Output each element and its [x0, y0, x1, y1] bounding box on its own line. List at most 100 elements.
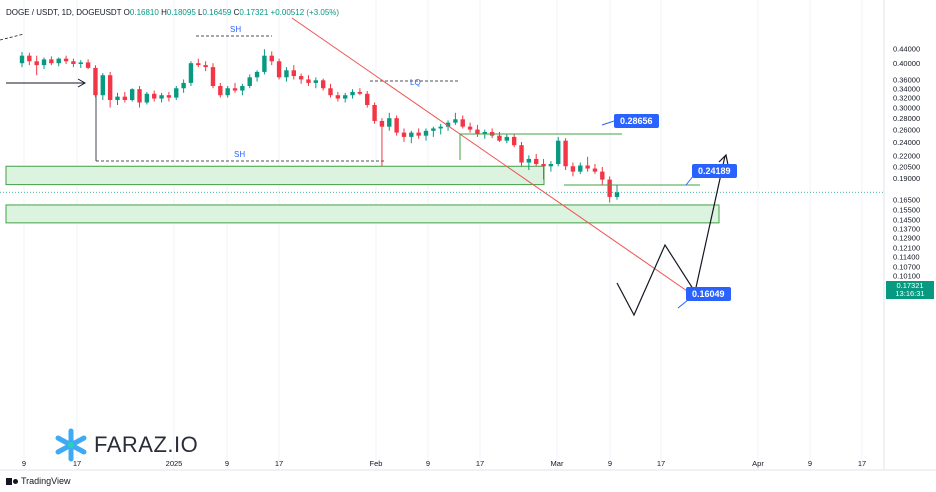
price-tick-label: 0.15500 [893, 205, 920, 214]
candle-body [416, 132, 421, 136]
candle-body [585, 165, 590, 169]
candle-body [298, 76, 304, 80]
time-tick-label: 9 [225, 459, 229, 468]
candle-body [556, 140, 561, 165]
time-tick-label: Feb [370, 459, 383, 468]
candle-body [85, 62, 91, 68]
candle-body [276, 61, 282, 78]
time-tick-label: 17 [275, 459, 283, 468]
left-dash-stub [0, 33, 25, 41]
symbol-legend: DOGE / USDT, 1D, DOGEUSDT O0.16810 H0.18… [6, 8, 339, 17]
price-tick-label: 0.11400 [893, 253, 920, 262]
candle-body [49, 59, 54, 64]
candle-body [365, 93, 370, 105]
price-tick-label: 0.40000 [893, 59, 920, 68]
candle-body [401, 132, 407, 137]
candle-body [41, 59, 47, 66]
price-tick-label: 0.16500 [893, 196, 920, 205]
candle-body [291, 70, 296, 77]
candle-body [247, 77, 252, 86]
symbol-title[interactable]: DOGE / USDT, 1D, DOGEUSDT [6, 8, 122, 17]
time-tick-label: 9 [808, 459, 812, 468]
candle-body [445, 122, 451, 127]
candle-body [343, 95, 348, 99]
candle-body [93, 67, 98, 96]
tradingview-label: TradingView [21, 476, 71, 486]
candle-body [379, 120, 385, 127]
time-tick-label: 2025 [166, 459, 183, 468]
candle-body [526, 158, 532, 163]
candle-body [438, 126, 443, 129]
tradingview-logo[interactable]: TradingView [6, 476, 71, 486]
candle-body [137, 89, 142, 103]
candle-body [335, 95, 341, 99]
candle-body [240, 85, 245, 91]
price-tick-label: 0.12100 [893, 244, 920, 253]
candle-body [225, 88, 230, 96]
time-tick-label: 17 [476, 459, 484, 468]
candle-body [129, 89, 135, 101]
price-tick-label: 0.10100 [893, 271, 920, 280]
time-tick-label: 9 [608, 459, 612, 468]
liquidity-label: LQ [410, 78, 421, 87]
candle-body [115, 96, 120, 101]
candle-body [460, 119, 465, 127]
candle-body [19, 55, 25, 64]
current-price-tag: 0.17321 13:16:31 [886, 281, 934, 299]
price-tick-label: 0.34000 [893, 84, 920, 93]
candle-body [34, 61, 39, 66]
tradingview-icon [6, 477, 18, 485]
candle-body [357, 91, 363, 94]
candle-body [254, 71, 260, 78]
candle-body [232, 88, 238, 91]
candle-body [511, 136, 517, 146]
candle-body [306, 79, 311, 83]
candle-body [262, 55, 267, 72]
candle-body [328, 88, 333, 96]
demand-zone-lower [5, 204, 720, 224]
candle-body [497, 135, 502, 141]
candle-body [519, 145, 524, 163]
candle-body [174, 88, 179, 98]
downtrend-line [291, 17, 691, 294]
price-axis[interactable]: 0.44000 0.40000 0.360000.340000.320000.300… [883, 0, 920, 470]
faraz-logo-icon [55, 428, 87, 462]
candle-countdown: 13:16:31 [895, 289, 925, 298]
price-tick-label: 0.24000 [893, 138, 920, 147]
swing-high-label-upper: SH [230, 25, 241, 34]
candle-body [548, 164, 554, 167]
price-tick-label: 0.19000 [893, 174, 920, 183]
candle-body [482, 132, 487, 135]
time-tick-label: 9 [426, 459, 430, 468]
price-tick-label: 0.22000 [893, 151, 920, 160]
price-tick-label: 0.32000 [893, 94, 920, 103]
swing-high-label-lower: SH [234, 150, 245, 159]
candle-body [188, 63, 194, 83]
target-tag-1-pointer [601, 120, 615, 126]
candle-body [541, 164, 546, 167]
candle-body [533, 158, 539, 165]
drawings [6, 17, 729, 317]
candle-body [27, 55, 32, 62]
candle-body [431, 128, 436, 131]
demand-zone-upper [5, 165, 545, 186]
target-tag-2: 0.24189 [692, 164, 737, 178]
time-axis[interactable]: 9 17 2025 9 17 Feb 9 17 Mar 9 17 Apr 9 17 [0, 459, 936, 471]
candle-body [350, 91, 355, 96]
candle-body [467, 126, 473, 130]
candle-body [159, 95, 164, 99]
chart-grid [23, 0, 863, 470]
candle-body [592, 168, 598, 172]
entry-arrow-head [77, 78, 87, 88]
low-value: 0.16459 [202, 8, 232, 17]
close-label: C [233, 8, 240, 17]
price-tick-label: 0.44000 [893, 45, 920, 54]
candle-body [78, 62, 83, 64]
time-tick-label: 17 [73, 459, 81, 468]
price-tick-label: 0.30000 [893, 104, 920, 113]
time-tick-label: 17 [858, 459, 866, 468]
price-tick-label: 0.28000 [893, 114, 920, 123]
demand-zones [5, 165, 720, 224]
candle-body [269, 55, 274, 62]
